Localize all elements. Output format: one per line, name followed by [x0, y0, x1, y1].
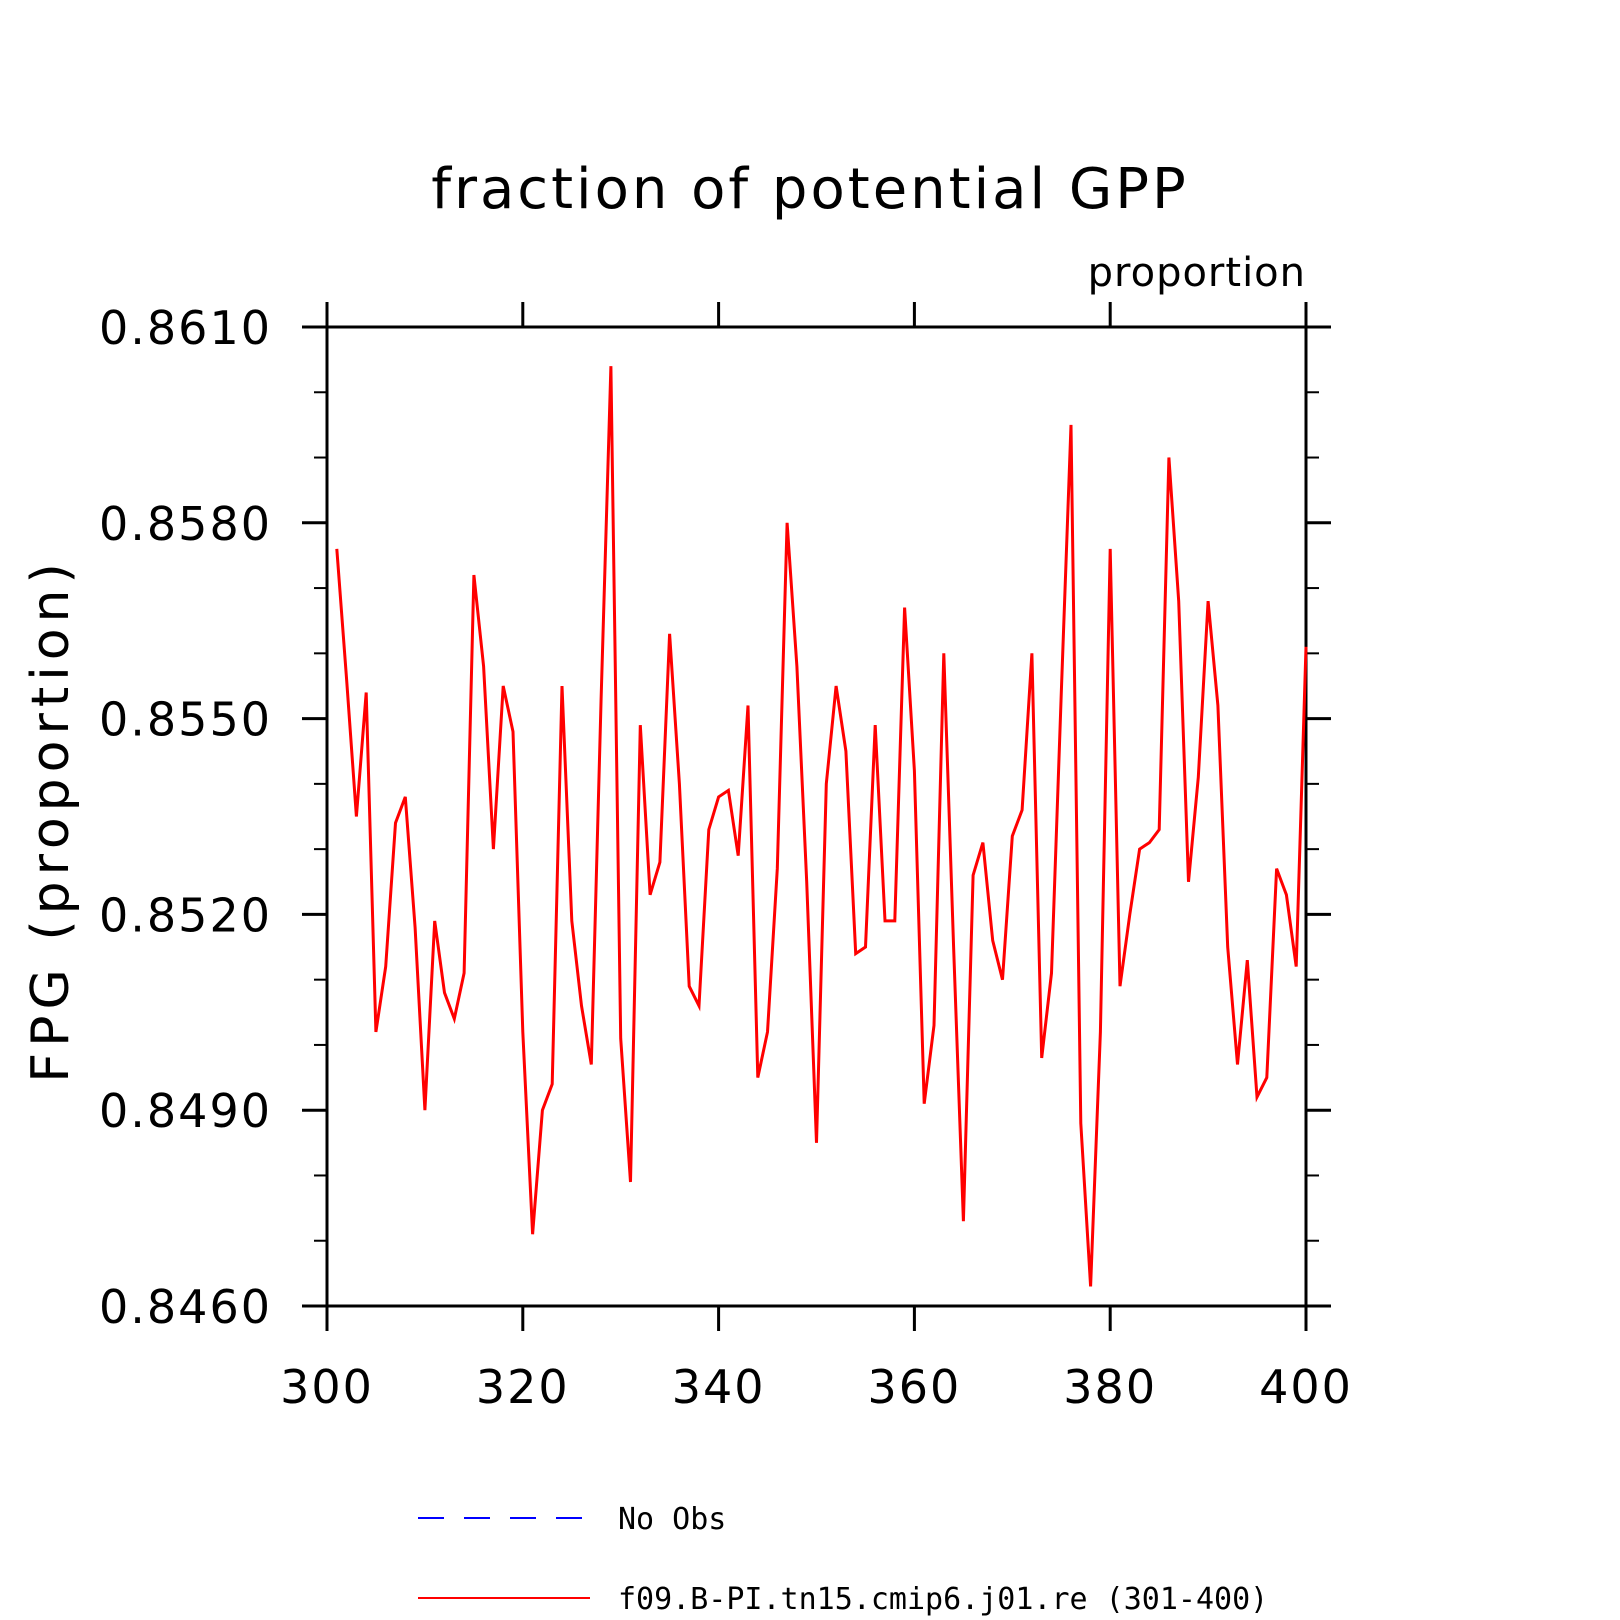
y-tick-labels: 0.8460 0.8490 0.8520 0.8550 0.8580 0.8610: [99, 301, 272, 1334]
y-tick-label: 0.8610: [99, 301, 272, 355]
legend-label: f09.B-PI.tn15.cmip6.j01.re (301-400): [618, 1582, 1268, 1617]
x-tick-labels: 300 320 340 360 380 400: [280, 1360, 1353, 1414]
x-tick-label: 320: [476, 1360, 570, 1414]
x-tick-label: 360: [867, 1360, 961, 1414]
x-tick-label: 340: [672, 1360, 766, 1414]
chart-title: fraction of potential GPP: [431, 157, 1189, 222]
series-line: [335, 366, 1308, 1287]
y-tick-label: 0.8460: [99, 1280, 272, 1334]
series-layer: [335, 366, 1308, 1287]
y-tick-label: 0.8580: [99, 497, 272, 551]
plot-frame: [325, 325, 1308, 1308]
x-tick-label: 300: [280, 1360, 374, 1414]
units-label: proportion: [1088, 250, 1306, 296]
y-tick-label: 0.8520: [99, 888, 272, 942]
plot-border: [325, 325, 1308, 1308]
axis-ticks: [302, 302, 1331, 1331]
legend-label: No Obs: [618, 1502, 726, 1537]
x-tick-label: 380: [1063, 1360, 1157, 1414]
y-tick-label: 0.8550: [99, 693, 272, 747]
y-axis-label: FPG (proportion): [21, 557, 81, 1083]
legend: No Obs f09.B-PI.tn15.cmip6.j01.re (301-40…: [418, 1502, 1268, 1617]
x-tick-label: 400: [1259, 1360, 1353, 1414]
y-tick-label: 0.8490: [99, 1084, 272, 1138]
